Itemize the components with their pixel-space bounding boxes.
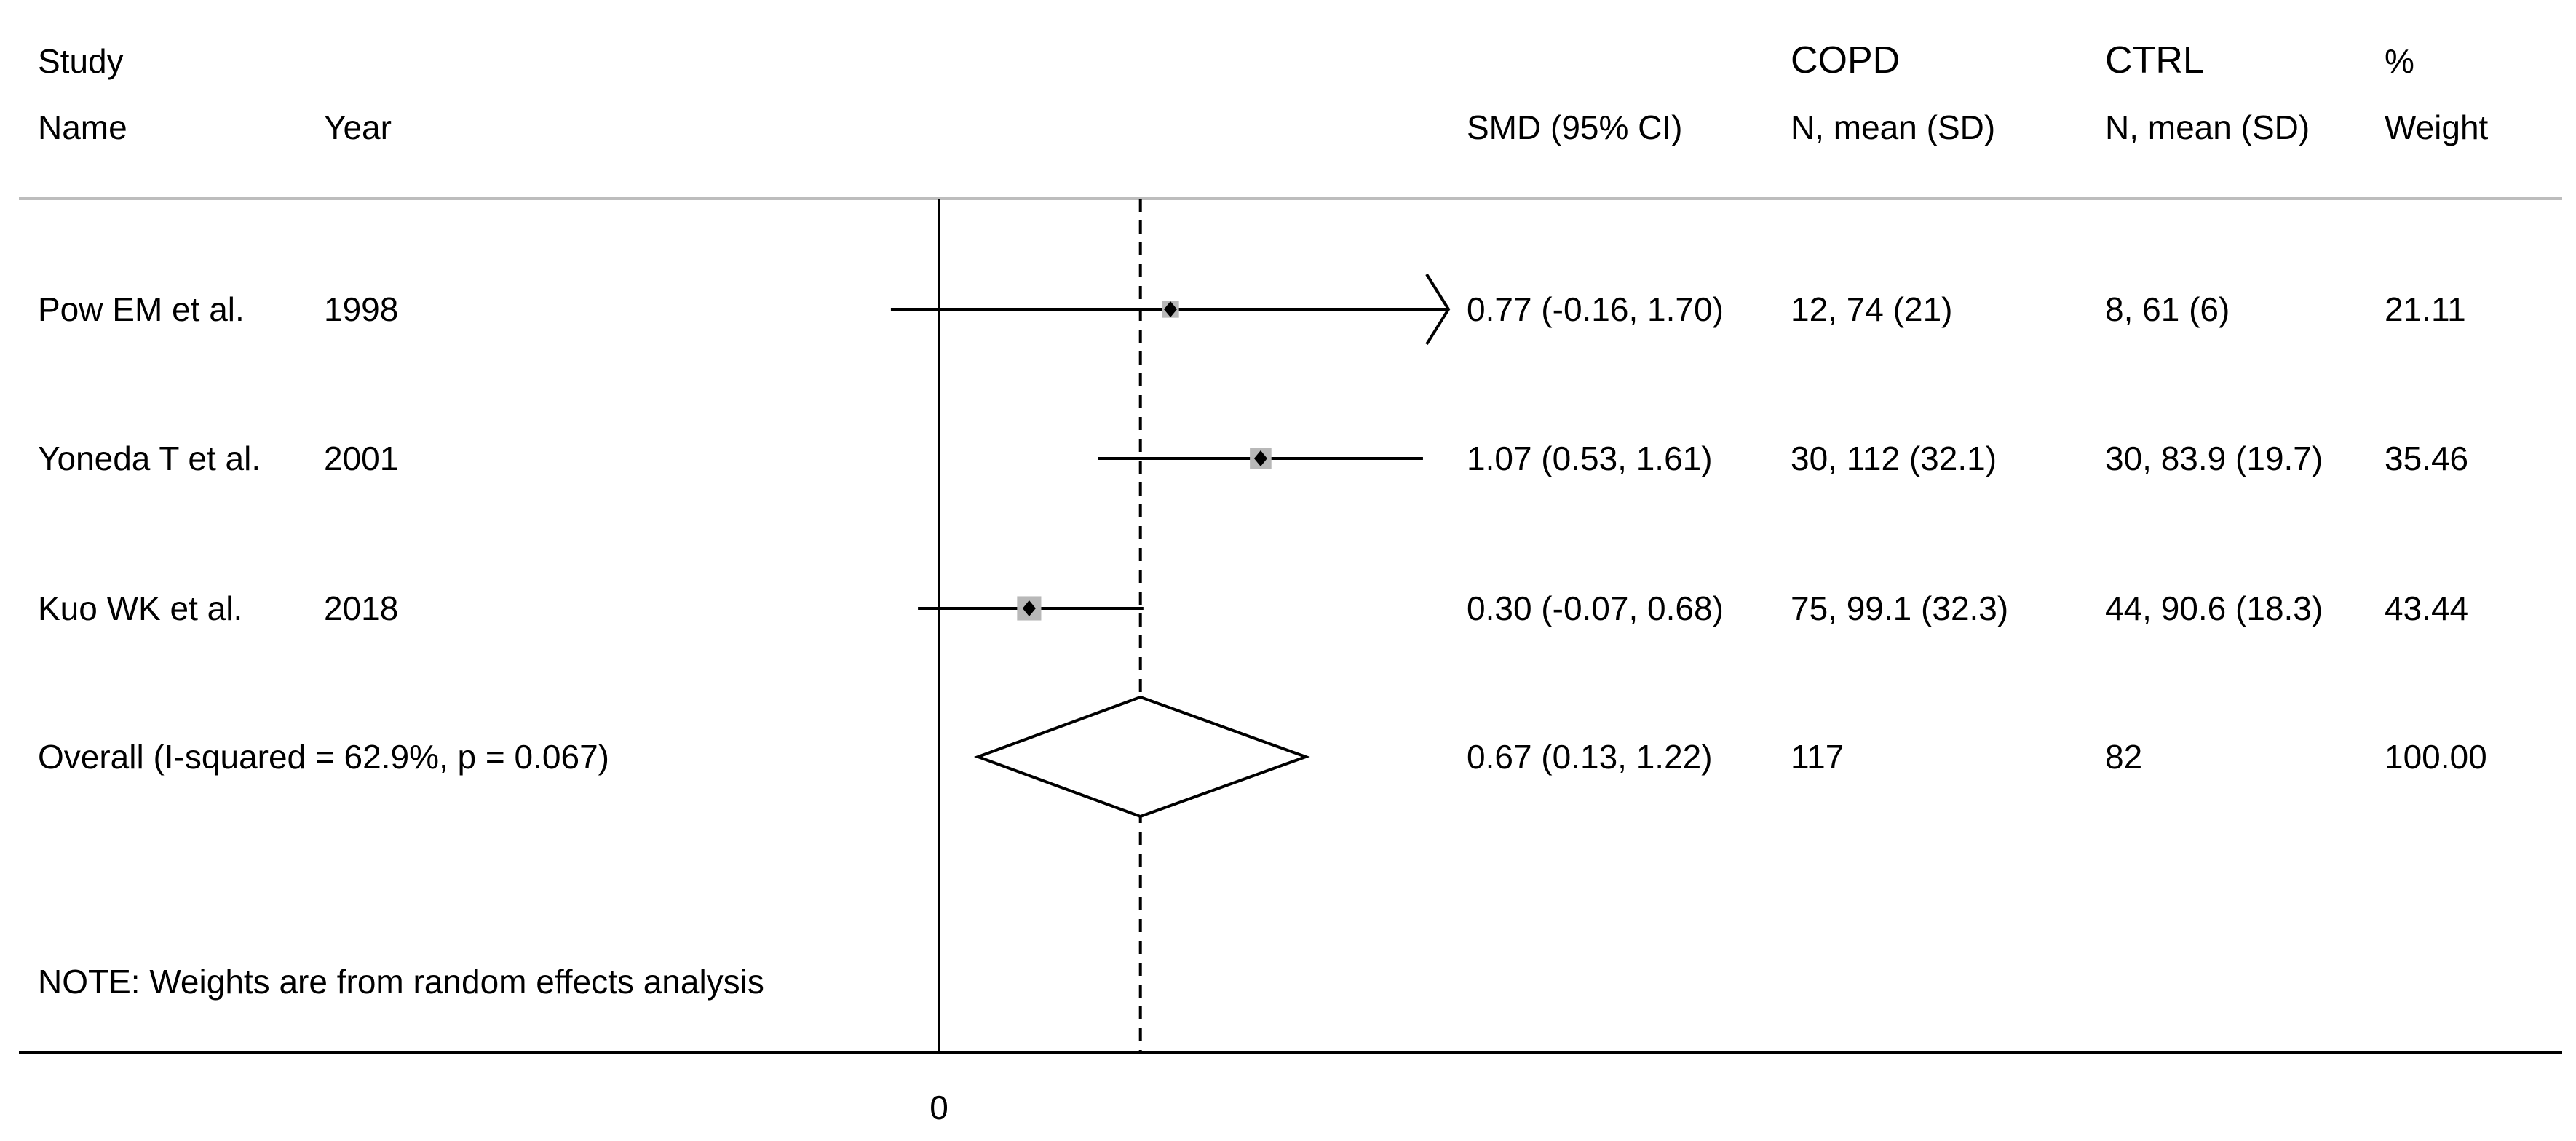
header-year: Year bbox=[324, 108, 392, 146]
header-study-top: Study bbox=[38, 42, 124, 80]
overall-label: Overall (I-squared = 62.9%, p = 0.067) bbox=[38, 738, 609, 776]
row-text-layer: Pow EM et al. 1998 0.77 (-0.16, 1.70) 12, 7… bbox=[38, 290, 2487, 1126]
x-tick-label: 0 bbox=[930, 1089, 948, 1126]
study-name: Yoneda T et al. bbox=[38, 440, 261, 477]
overall-ctrl: 82 bbox=[2105, 738, 2142, 776]
study-smd-ci: 0.77 (-0.16, 1.70) bbox=[1467, 290, 1724, 328]
study-year: 1998 bbox=[324, 290, 398, 328]
overall-copd: 117 bbox=[1791, 738, 1844, 776]
header-copd-top: COPD bbox=[1791, 39, 1900, 82]
study-weight: 43.44 bbox=[2385, 589, 2468, 627]
header-copd-bottom: N, mean (SD) bbox=[1791, 108, 1995, 146]
study-name: Kuo WK et al. bbox=[38, 589, 242, 627]
study-ctrl: 30, 83.9 (19.7) bbox=[2105, 440, 2323, 477]
plot-layer bbox=[890, 199, 1451, 1053]
header-effect: SMD (95% CI) bbox=[1467, 108, 1682, 146]
study-ctrl: 44, 90.6 (18.3) bbox=[2105, 589, 2323, 627]
study-ctrl: 8, 61 (6) bbox=[2105, 290, 2230, 328]
header-ctrl-top: CTRL bbox=[2105, 39, 2204, 82]
study-weight: 35.46 bbox=[2385, 440, 2468, 477]
study-smd-ci: 1.07 (0.53, 1.61) bbox=[1467, 440, 1713, 477]
study-weight: 21.11 bbox=[2385, 290, 2466, 328]
header-study-bottom: Name bbox=[38, 108, 127, 146]
header-weight-bottom: Weight bbox=[2385, 108, 2489, 146]
study-year: 2018 bbox=[324, 589, 398, 627]
overall-diamond bbox=[973, 695, 1310, 819]
point-estimate bbox=[1253, 450, 1267, 466]
header-weight-top: % bbox=[2385, 42, 2414, 80]
footnote: NOTE: Weights are from random effects an… bbox=[38, 963, 764, 1001]
study-copd: 75, 99.1 (32.3) bbox=[1791, 589, 2008, 627]
ci-arrow bbox=[1425, 273, 1451, 346]
point-estimate bbox=[1022, 600, 1036, 616]
overall-weight: 100.00 bbox=[2385, 738, 2487, 776]
header-ctrl-bottom: N, mean (SD) bbox=[2105, 108, 2310, 146]
header-row: Study Name Year SMD (95% CI) COPD N, mea… bbox=[38, 39, 2489, 146]
study-copd: 30, 112 (32.1) bbox=[1791, 440, 1997, 477]
study-smd-ci: 0.30 (-0.07, 0.68) bbox=[1467, 589, 1724, 627]
study-year: 2001 bbox=[324, 440, 398, 477]
study-copd: 12, 74 (21) bbox=[1791, 290, 1952, 328]
study-name: Pow EM et al. bbox=[38, 290, 245, 328]
overall-smd-ci: 0.67 (0.13, 1.22) bbox=[1467, 738, 1713, 776]
point-estimate bbox=[1164, 301, 1178, 317]
